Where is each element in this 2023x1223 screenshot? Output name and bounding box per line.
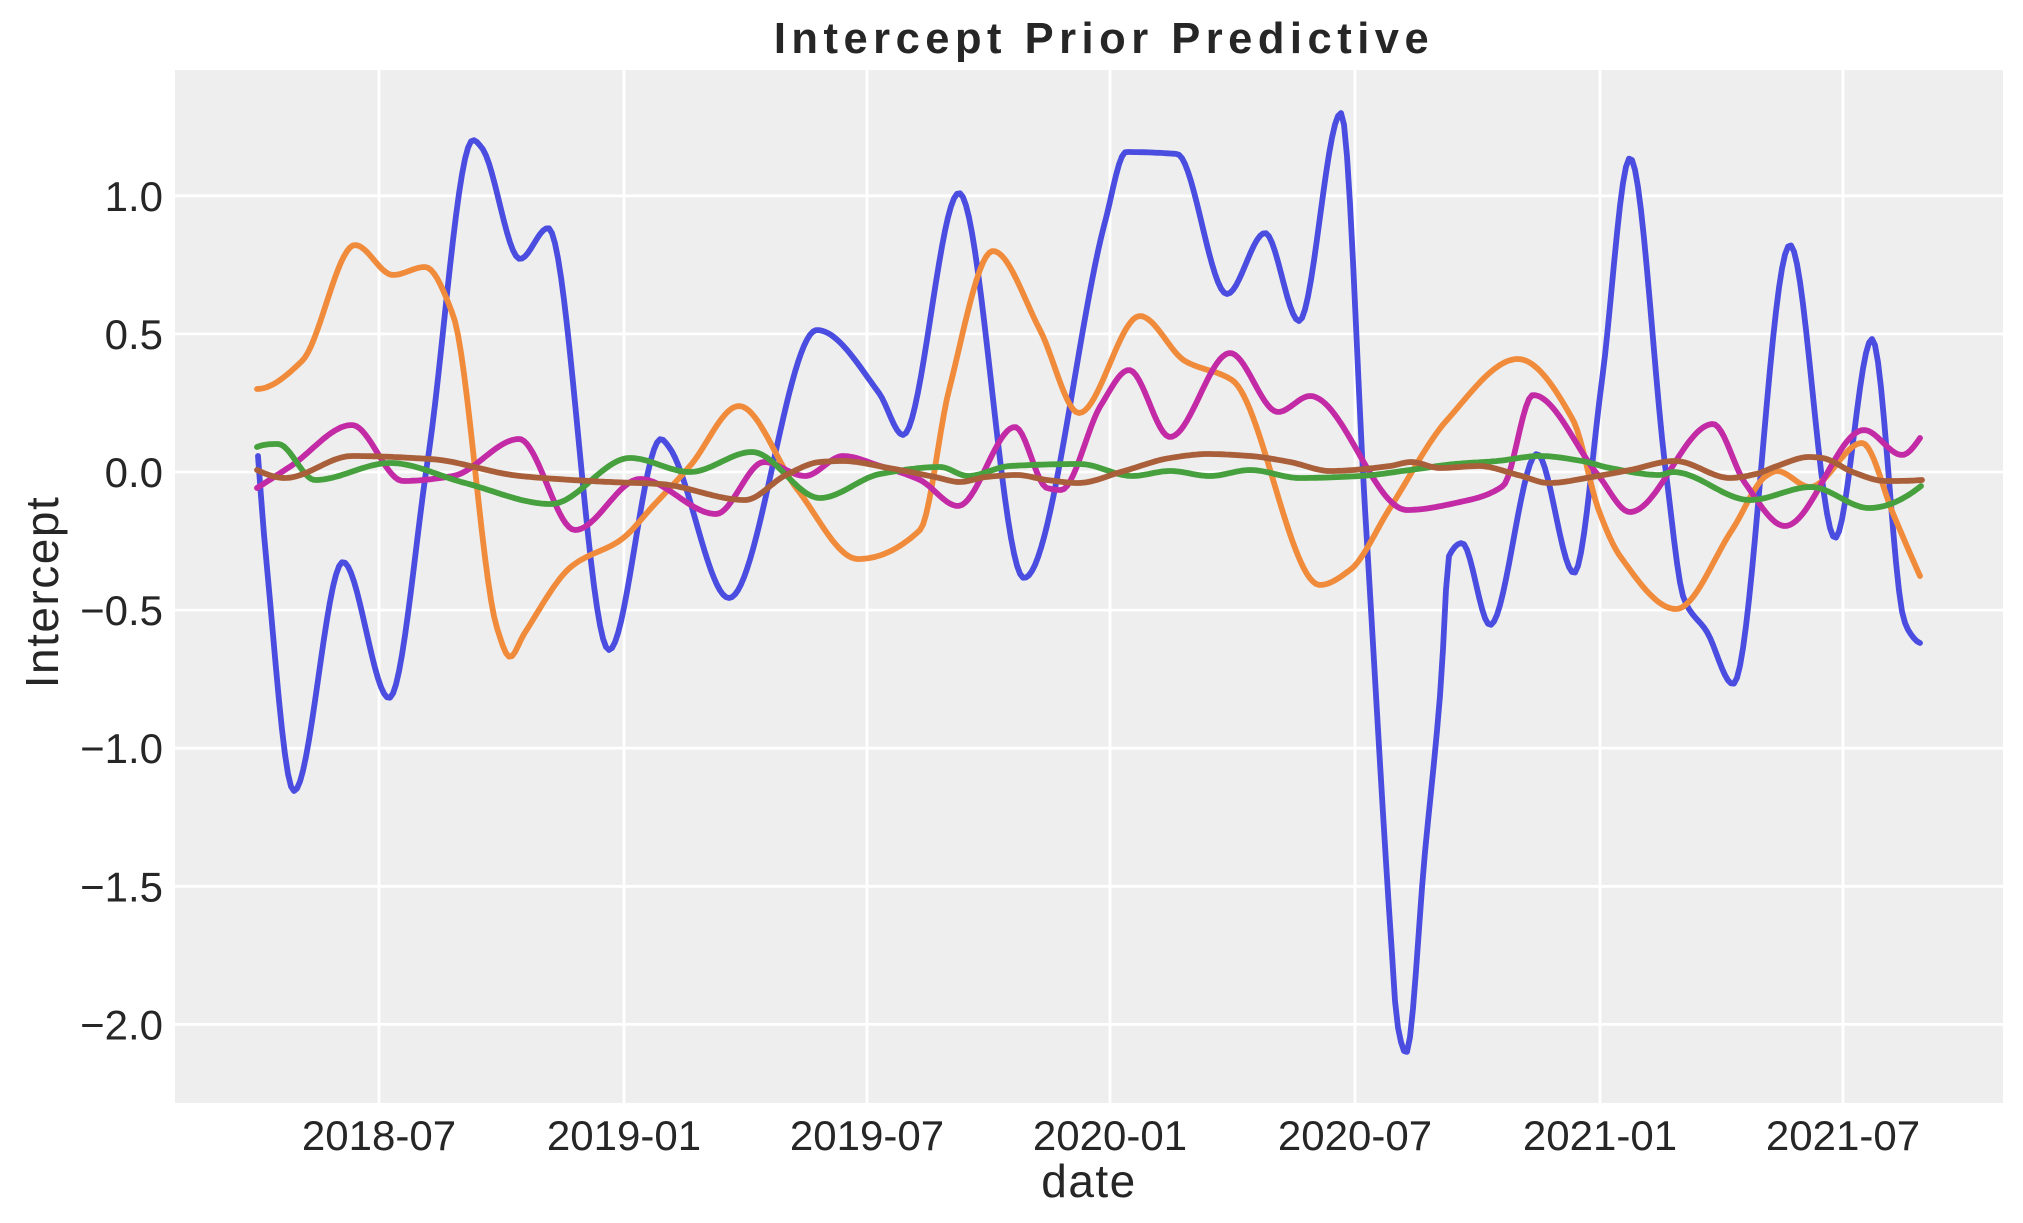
svg-text:2018-07: 2018-07 xyxy=(302,1112,456,1159)
svg-text:date: date xyxy=(1041,1155,1137,1207)
svg-text:2020-01: 2020-01 xyxy=(1033,1112,1187,1159)
svg-text:−0.5: −0.5 xyxy=(80,587,163,634)
svg-text:Intercept: Intercept xyxy=(16,496,68,689)
svg-text:−1.0: −1.0 xyxy=(80,725,163,772)
svg-text:Intercept Prior Predictive: Intercept Prior Predictive xyxy=(774,15,1434,63)
svg-text:0.0: 0.0 xyxy=(105,449,163,496)
svg-text:2019-01: 2019-01 xyxy=(547,1112,701,1159)
svg-text:0.5: 0.5 xyxy=(105,311,163,358)
svg-text:2021-07: 2021-07 xyxy=(1766,1112,1920,1159)
svg-text:−2.0: −2.0 xyxy=(80,1001,163,1048)
svg-text:2020-07: 2020-07 xyxy=(1278,1112,1432,1159)
svg-text:2021-01: 2021-01 xyxy=(1523,1112,1677,1159)
svg-text:1.0: 1.0 xyxy=(105,173,163,220)
svg-text:2019-07: 2019-07 xyxy=(790,1112,944,1159)
svg-text:−1.5: −1.5 xyxy=(80,863,163,910)
